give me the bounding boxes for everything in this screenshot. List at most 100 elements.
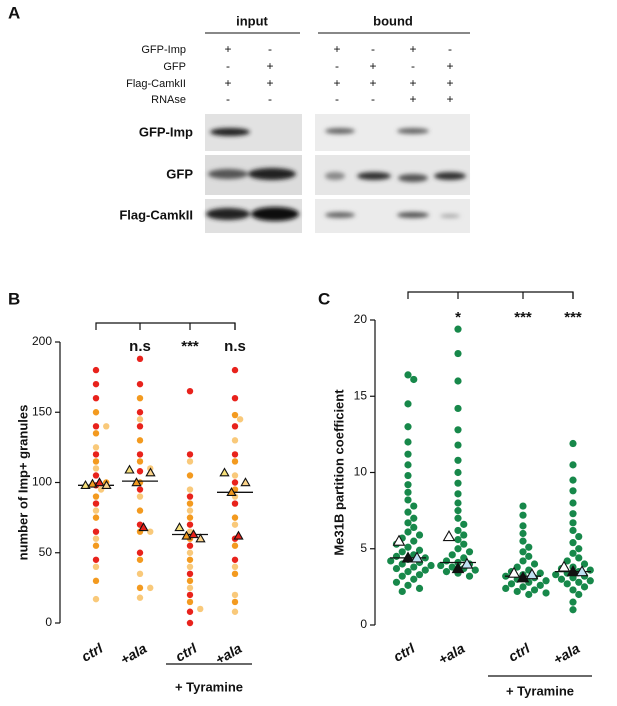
data-point — [569, 586, 577, 594]
blot-label: GFP — [166, 166, 193, 181]
data-point — [186, 493, 194, 500]
data-point — [186, 387, 194, 395]
data-point — [575, 578, 583, 586]
data-point — [92, 493, 100, 500]
data-point — [448, 551, 456, 559]
band — [397, 212, 429, 218]
data-point — [519, 502, 527, 510]
data-point — [186, 570, 194, 578]
sign: + — [224, 76, 231, 90]
band — [251, 207, 299, 221]
category-label: +ala — [117, 640, 149, 668]
data-point — [569, 539, 577, 547]
data-point — [186, 591, 194, 599]
y-tick-label: 15 — [354, 388, 368, 402]
data-point — [404, 519, 412, 527]
sign: + — [446, 59, 453, 73]
data-point — [231, 500, 239, 507]
data-point — [460, 540, 468, 548]
data-point — [136, 570, 144, 578]
data-point — [136, 493, 144, 500]
data-point — [437, 561, 445, 570]
replicate-mean — [525, 568, 539, 580]
data-point — [410, 502, 418, 510]
data-point — [136, 556, 144, 563]
group-label: + Tyramine — [506, 683, 574, 698]
sign: + — [446, 76, 453, 90]
data-point — [92, 500, 100, 507]
sign: - — [268, 42, 272, 56]
band — [398, 174, 428, 182]
data-point — [525, 543, 533, 551]
comparison-bracket — [407, 291, 574, 299]
data-point — [92, 395, 100, 402]
replicate-mean — [87, 478, 98, 488]
data-point — [513, 563, 521, 571]
data-point — [454, 545, 462, 553]
data-point — [404, 400, 412, 408]
data-point — [92, 556, 100, 563]
data-point — [465, 572, 474, 580]
data-point — [136, 594, 144, 601]
replicate-mean — [80, 480, 91, 490]
replicate-mean — [188, 529, 199, 539]
band — [208, 169, 248, 179]
y-tick-label: 150 — [32, 404, 52, 418]
data-point — [410, 537, 418, 545]
data-point — [569, 499, 577, 507]
y-axis-label: Me31B partition coefficient — [331, 389, 346, 556]
replicate-mean — [451, 562, 465, 574]
data-point — [454, 499, 462, 507]
data-point — [136, 584, 144, 592]
data-point — [442, 557, 451, 565]
replicate-mean — [460, 557, 474, 569]
data-point — [103, 423, 110, 430]
category-label: ctrl — [172, 639, 200, 664]
data-point — [569, 598, 577, 606]
data-point — [404, 508, 412, 516]
data-point — [575, 545, 583, 553]
data-point — [186, 521, 194, 528]
significance: n.s — [224, 338, 246, 355]
y-tick-label: 50 — [39, 545, 53, 559]
data-point — [569, 519, 577, 527]
band — [325, 128, 355, 134]
data-point — [92, 507, 100, 514]
data-point — [186, 577, 194, 585]
data-point — [454, 468, 462, 477]
data-point — [186, 507, 194, 514]
data-point — [542, 589, 550, 597]
data-point — [231, 423, 239, 430]
data-point — [569, 439, 577, 448]
sign: - — [448, 42, 452, 56]
row-label: GFP — [163, 61, 186, 73]
data-point — [519, 529, 527, 538]
data-point — [231, 598, 239, 606]
data-point — [404, 423, 412, 431]
data-point — [465, 548, 474, 556]
data-point — [186, 514, 194, 521]
data-point — [186, 472, 194, 479]
category-label: ctrl — [78, 639, 106, 664]
data-point — [231, 458, 239, 465]
data-point — [231, 451, 239, 458]
data-point — [454, 349, 462, 358]
data-point — [586, 577, 594, 585]
header: bound — [373, 13, 413, 28]
data-point — [569, 487, 577, 495]
data-point — [552, 571, 560, 579]
data-point — [569, 549, 577, 557]
data-point — [404, 471, 412, 480]
data-point — [404, 371, 412, 379]
data-point — [398, 572, 406, 580]
data-point — [557, 575, 566, 583]
replicate-mean — [233, 530, 244, 540]
data-point — [136, 486, 144, 493]
data-point — [404, 488, 412, 496]
data-point — [454, 404, 462, 413]
data-point — [404, 581, 412, 589]
data-point — [569, 606, 577, 614]
y-tick-label: 0 — [360, 617, 367, 631]
data-point — [231, 366, 239, 374]
data-point — [231, 608, 239, 615]
